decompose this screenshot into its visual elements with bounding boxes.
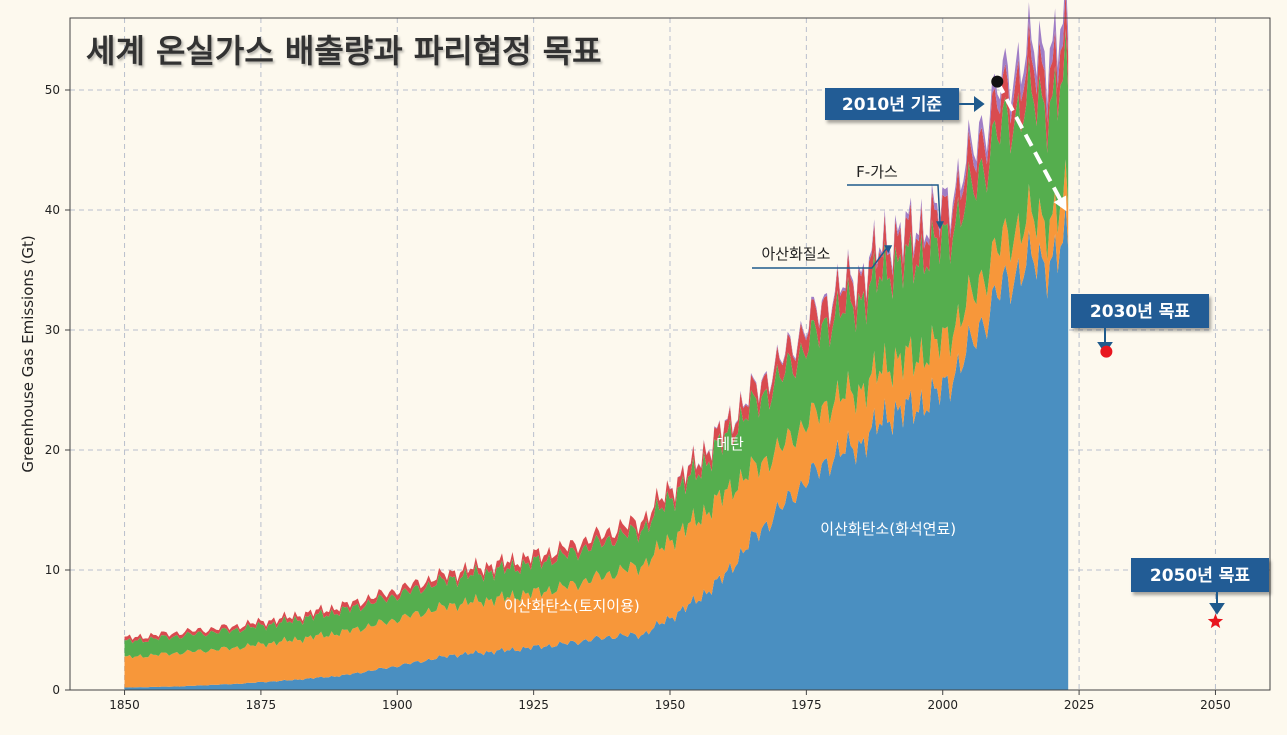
x-tick-label: 1875 <box>246 698 277 712</box>
y-tick-label: 30 <box>45 323 60 337</box>
chart-title: 세계 온실가스 배출량과 파리협정 목표 <box>86 32 602 70</box>
reduction-dashed-line <box>995 80 1065 206</box>
callout-2030-label: 2030년 목표 <box>1090 302 1191 322</box>
label-fgas: F-가스 <box>847 163 944 230</box>
x-tick-label: 1900 <box>382 698 413 712</box>
y-axis-label: Greenhouse Gas Emissions (Gt) <box>19 235 37 472</box>
callout-2030: 2030년 목표 <box>1071 294 1209 354</box>
callout-2050-arrow <box>1209 592 1225 615</box>
label-co2-fossil: 이산화탄소(화석연료) <box>820 520 956 538</box>
callout-2010-box <box>825 88 959 120</box>
y-tick-label: 0 <box>52 683 60 697</box>
label-n2o-text: 아산화질소 <box>761 245 830 263</box>
label-fgas-arrowhead <box>936 221 944 230</box>
callout-2050-box <box>1131 558 1269 592</box>
label-n2o: 아산화질소 <box>752 245 893 269</box>
label-n2o-leader <box>752 245 889 269</box>
label-fgas-leader <box>847 184 941 223</box>
annotations: 2010년 기준 2030년 목표 2050년 목표 <box>825 75 1269 629</box>
stacked-areas <box>124 0 1069 691</box>
callout-2010-arrow <box>959 96 985 112</box>
x-tick-label: 2050 <box>1200 698 1231 712</box>
label-methane: 메탄 <box>716 435 744 453</box>
label-n2o-arrowhead <box>884 245 893 254</box>
y-tick-label: 50 <box>45 83 60 97</box>
callout-2050-label: 2050년 목표 <box>1150 566 1251 586</box>
label-co2-landuse: 이산화탄소(토지이용) <box>504 597 640 615</box>
x-tick-label: 2025 <box>1064 698 1095 712</box>
x-tick-label: 1975 <box>791 698 822 712</box>
marker-2030 <box>1100 345 1113 358</box>
y-tick-label: 40 <box>45 203 60 217</box>
area-series-2 <box>124 29 1069 659</box>
callout-2010: 2010년 기준 <box>825 88 985 120</box>
label-fgas-text: F-가스 <box>856 163 898 181</box>
callout-2050: 2050년 목표 <box>1131 558 1269 615</box>
x-tick-label: 1925 <box>518 698 549 712</box>
x-tick-label: 1950 <box>655 698 686 712</box>
area-series-1 <box>124 159 1069 688</box>
labels: 이산화탄소(화석연료) 이산화탄소(토지이용) 메탄 아산화질소 F-가스 <box>504 163 956 615</box>
y-tick-label: 10 <box>45 563 60 577</box>
y-tick-label: 20 <box>45 443 60 457</box>
axes: 1850 1875 1900 1925 1950 1975 2000 2025 20500102… <box>19 17 1271 712</box>
callout-2030-box <box>1071 294 1209 328</box>
marker-2010 <box>991 75 1004 88</box>
area-series-0 <box>124 203 1069 691</box>
x-tick-label: 2000 <box>927 698 958 712</box>
star-icon <box>1207 613 1224 629</box>
reduction-arrowhead <box>1053 195 1067 212</box>
x-tick-label: 1850 <box>109 698 140 712</box>
callout-2010-label: 2010년 기준 <box>842 95 943 115</box>
